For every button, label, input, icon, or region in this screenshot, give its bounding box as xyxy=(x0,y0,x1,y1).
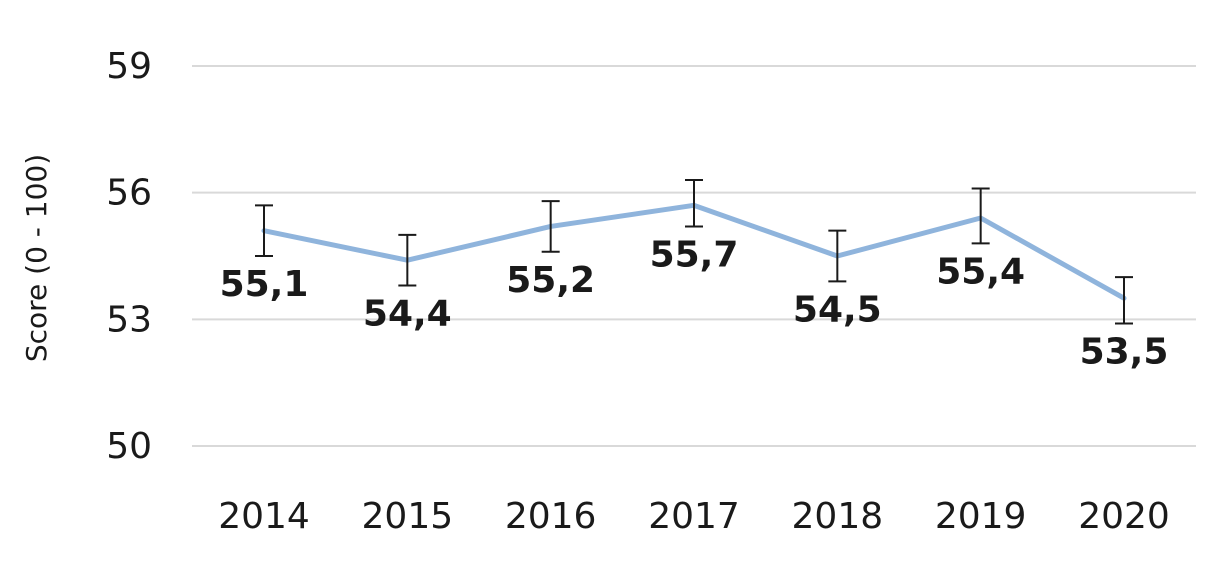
error-bar xyxy=(1115,276,1133,325)
x-tick-label: 2020 xyxy=(1078,496,1170,537)
data-label: 55,1 xyxy=(220,264,309,305)
x-tick-label: 2018 xyxy=(792,496,884,537)
error-bar xyxy=(255,204,273,257)
error-bars xyxy=(255,179,1133,325)
x-tick-label: 2016 xyxy=(505,496,597,537)
error-bar xyxy=(398,233,417,287)
data-label: 54,4 xyxy=(363,294,452,335)
error-bar xyxy=(541,200,560,253)
y-axis-ticks: 50 53 56 59 xyxy=(106,46,152,467)
y-axis-title: Score (0 - 100) xyxy=(20,154,53,362)
y-tick-label: 53 xyxy=(106,299,152,340)
y-tick-label: 56 xyxy=(106,173,152,214)
data-labels: 55,1 54,4 55,2 55,7 54,5 55,4 53,5 xyxy=(220,234,1169,372)
data-label: 55,2 xyxy=(506,260,595,301)
error-bar xyxy=(971,187,990,245)
x-axis-ticks: 2014 2015 2016 2017 2018 2019 2020 xyxy=(218,496,1170,537)
x-tick-label: 2019 xyxy=(935,496,1027,537)
x-tick-label: 2014 xyxy=(218,496,310,537)
data-label: 55,4 xyxy=(936,251,1025,292)
data-label: 55,7 xyxy=(650,234,739,275)
y-tick-label: 59 xyxy=(106,46,152,87)
data-label: 54,5 xyxy=(793,289,882,330)
error-bar xyxy=(828,229,847,283)
error-bar xyxy=(685,179,703,228)
x-tick-label: 2017 xyxy=(648,496,740,537)
x-tick-label: 2015 xyxy=(362,496,454,537)
data-label: 53,5 xyxy=(1080,332,1169,373)
y-tick-label: 50 xyxy=(106,426,152,467)
